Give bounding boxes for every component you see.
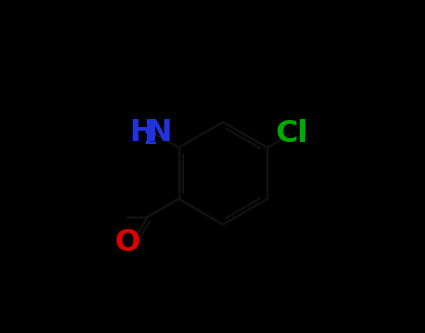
- Text: N: N: [146, 118, 172, 147]
- Text: O: O: [115, 228, 141, 257]
- Text: H: H: [130, 118, 155, 147]
- Text: 2: 2: [144, 129, 158, 148]
- Text: Cl: Cl: [276, 119, 309, 148]
